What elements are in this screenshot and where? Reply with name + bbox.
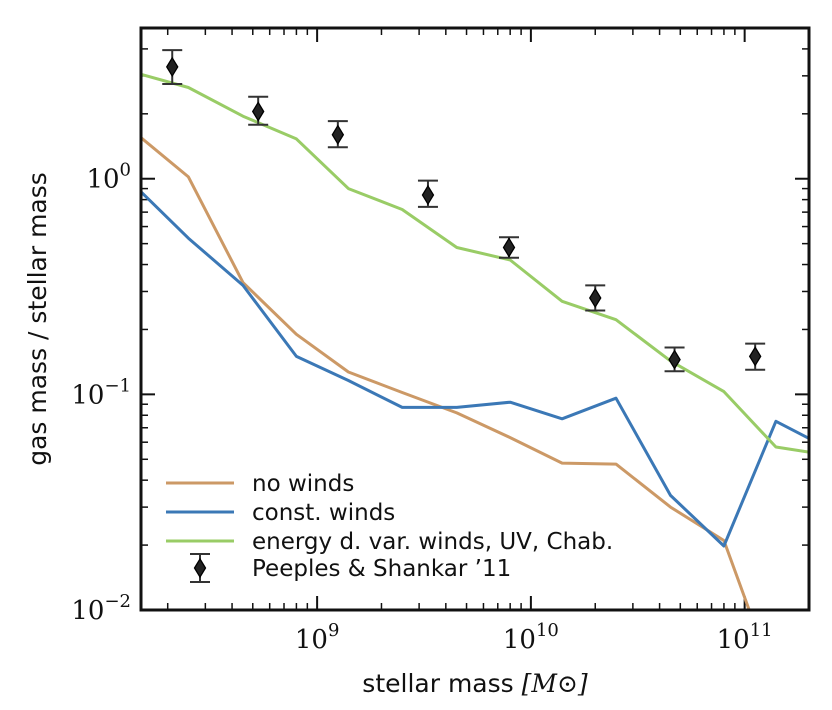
- series-layer: [141, 72, 809, 610]
- series-line-const-winds: [141, 190, 809, 548]
- data-point: [421, 184, 435, 206]
- plot-frame: [139, 26, 811, 612]
- y-tick-label: 100: [86, 160, 131, 195]
- legend-label-no-winds: no winds: [252, 471, 354, 497]
- series-line-energy-d-var-winds-uv-chab: [141, 72, 809, 454]
- series-line-no-winds: [141, 136, 751, 610]
- y-tick-label: 10−1: [71, 375, 131, 410]
- legend: no winds const. winds energy d. var. winds…: [166, 471, 613, 583]
- x-axis-label-unit: [M⊙]: [522, 669, 588, 698]
- x-axis-label: stellar mass [M⊙]: [362, 669, 588, 698]
- data-point: [748, 346, 762, 367]
- x-tick-label: 109: [295, 620, 340, 655]
- data-point: [251, 101, 265, 122]
- legend-label-observations: Peeples & Shankar ’11: [252, 556, 511, 582]
- data-point: [588, 287, 602, 309]
- x-axis-label-text: stellar mass: [362, 669, 513, 698]
- tick-labels: 109 1010 1011 100 10−1 10−2: [71, 160, 772, 655]
- x-tick-label: 1011: [717, 620, 773, 655]
- data-point: [331, 124, 345, 145]
- data-point: [165, 56, 179, 78]
- observation-layer: [162, 49, 766, 373]
- data-point: [502, 237, 516, 258]
- legend-label-energy-d-var-winds-uv-chab: energy d. var. winds, UV, Chab.: [252, 529, 613, 555]
- legend-label-const-winds: const. winds: [252, 500, 395, 526]
- legend-marker-observations: [193, 557, 207, 579]
- x-tick-label: 1010: [503, 620, 559, 655]
- y-axis-label: gas mass / stellar mass: [23, 172, 52, 466]
- y-tick-label: 10−2: [71, 591, 131, 626]
- data-point: [668, 349, 681, 370]
